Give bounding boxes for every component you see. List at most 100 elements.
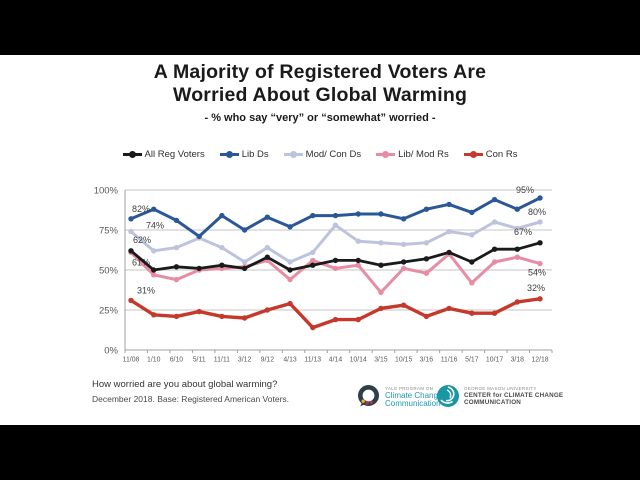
survey-question: How worried are you about global warming… xyxy=(92,379,278,390)
legend-label: Mod/ Con Ds xyxy=(305,149,362,160)
data-point-lib-ds xyxy=(173,217,180,224)
data-point-all-reg-voters xyxy=(173,264,180,270)
data-point-con-rs xyxy=(469,310,475,316)
data-point-con-rs xyxy=(310,324,316,331)
x-axis-label: 10/14 xyxy=(350,357,367,364)
data-point-con-rs xyxy=(423,313,430,320)
gmu-logo-text: GEORGE MASON UNIVERSITY CENTER for CLIMA… xyxy=(464,386,563,407)
data-point-all-reg-voters xyxy=(400,259,407,265)
x-axis-label: 5/11 xyxy=(193,357,206,364)
x-axis-label: 12/18 xyxy=(531,357,548,364)
data-point-lib-mod-rs xyxy=(400,265,407,272)
data-point-mod-con-ds xyxy=(310,249,316,256)
data-point-mod-con-ds xyxy=(219,244,225,251)
data-point-con-rs xyxy=(537,296,543,302)
data-point-con-rs xyxy=(355,316,361,323)
data-point-all-reg-voters xyxy=(196,265,202,272)
data-point-lib-ds xyxy=(332,212,339,219)
legend-dot-icon xyxy=(382,151,390,159)
x-axis-label: 10/15 xyxy=(395,357,412,364)
data-point-all-reg-voters xyxy=(128,248,134,254)
x-axis-label: 4/14 xyxy=(329,357,343,364)
data-point-lib-ds xyxy=(264,214,271,220)
legend-marker-icon xyxy=(219,151,239,159)
yale-logo: YALE PROGRAM ON Climate Change Communica… xyxy=(356,384,442,410)
data-point-all-reg-voters xyxy=(355,257,361,264)
data-point-lib-ds xyxy=(310,212,316,219)
x-axis-label: 6/10 xyxy=(170,357,184,364)
yale-logo-line1: YALE PROGRAM ON xyxy=(385,385,434,391)
y-axis-label: 75% xyxy=(99,226,119,237)
legend-item-lib-ds: Lib Ds xyxy=(219,149,269,160)
legend-label: Lib/ Mod Rs xyxy=(398,149,449,160)
title-line-1: A Majority of Registered Voters Are xyxy=(153,61,487,83)
data-point-con-rs xyxy=(332,316,339,323)
data-point-mod-con-ds xyxy=(264,244,271,251)
data-point-lib-mod-rs xyxy=(537,260,543,267)
y-axis-label: 50% xyxy=(99,266,119,277)
x-axis-label: 11/13 xyxy=(304,357,321,364)
series-last-label-all-reg-voters: 67% xyxy=(514,227,532,237)
data-point-lib-mod-rs xyxy=(378,289,384,296)
y-axis-label: 25% xyxy=(99,306,119,317)
data-point-lib-ds xyxy=(151,206,157,212)
yale-logo-text: YALE PROGRAM ON Climate Change Communica… xyxy=(385,386,442,409)
data-point-con-rs xyxy=(446,305,452,312)
data-point-lib-ds xyxy=(514,206,520,212)
data-point-lib-ds xyxy=(400,216,407,222)
data-point-con-rs xyxy=(128,297,134,304)
data-point-con-rs xyxy=(264,307,271,313)
data-point-con-rs xyxy=(378,305,384,312)
legend-item-con-rs: Con Rs xyxy=(463,149,517,160)
data-point-lib-mod-rs xyxy=(173,276,180,283)
data-point-mod-con-ds xyxy=(378,240,384,246)
data-point-lib-ds xyxy=(423,206,430,212)
legend-marker-icon xyxy=(283,151,303,159)
legend-label: All Reg Voters xyxy=(144,149,205,160)
series-line-mod-con-ds xyxy=(129,220,542,264)
page-title: A Majority of Registered Voters Are Worr… xyxy=(0,61,640,107)
data-point-lib-mod-rs xyxy=(423,270,430,276)
legend-item-mod-con-ds: Mod/ Con Ds xyxy=(283,149,362,160)
data-point-mod-con-ds xyxy=(423,240,430,246)
data-point-lib-ds xyxy=(446,201,452,208)
series-last-label-lib-mod-rs: 54% xyxy=(528,268,546,278)
data-point-all-reg-voters xyxy=(287,267,293,273)
data-point-all-reg-voters xyxy=(332,257,339,264)
legend-label: Lib Ds xyxy=(241,149,269,160)
data-point-lib-ds xyxy=(378,211,384,217)
data-point-mod-con-ds xyxy=(469,232,475,238)
y-axis-label: 0% xyxy=(104,346,118,357)
chart-subtitle: - % who say “very” or “somewhat” worried… xyxy=(204,112,436,124)
gmu-logo-line2: CENTER for CLIMATE CHANGE xyxy=(464,391,564,399)
series-line-con-rs xyxy=(129,297,542,330)
data-point-mod-con-ds xyxy=(151,248,157,254)
data-point-mod-con-ds xyxy=(537,219,543,225)
data-point-lib-ds xyxy=(355,211,361,217)
data-point-lib-ds xyxy=(469,209,475,216)
yale-speech-bubble-icon xyxy=(358,385,379,407)
gmu-swirl-icon xyxy=(437,385,459,407)
data-point-mod-con-ds xyxy=(332,222,339,228)
data-point-con-rs xyxy=(400,302,407,308)
data-point-lib-mod-rs xyxy=(491,259,498,265)
legend-dot-icon xyxy=(469,151,477,159)
data-point-mod-con-ds xyxy=(287,259,293,265)
y-axis-label: 100% xyxy=(94,186,119,197)
data-point-mod-con-ds xyxy=(355,238,361,244)
x-axis-label: 3/12 xyxy=(238,357,252,364)
legend-item-lib-mod-rs: Lib/ Mod Rs xyxy=(376,149,449,160)
data-point-lib-mod-rs xyxy=(151,272,157,278)
legend-item-all-reg-voters: All Reg Voters xyxy=(122,149,205,160)
data-point-con-rs xyxy=(219,313,225,320)
data-point-con-rs xyxy=(514,299,520,305)
x-axis-label: 3/15 xyxy=(374,357,388,364)
data-point-all-reg-voters xyxy=(241,265,248,272)
legend-marker-icon xyxy=(376,151,396,159)
data-point-all-reg-voters xyxy=(514,246,520,252)
x-axis-label: 11/11 xyxy=(214,357,230,364)
data-point-con-rs xyxy=(241,315,248,321)
yale-logo-line2: Climate Change xyxy=(385,390,443,400)
x-axis-label: 11/08 xyxy=(123,357,140,364)
